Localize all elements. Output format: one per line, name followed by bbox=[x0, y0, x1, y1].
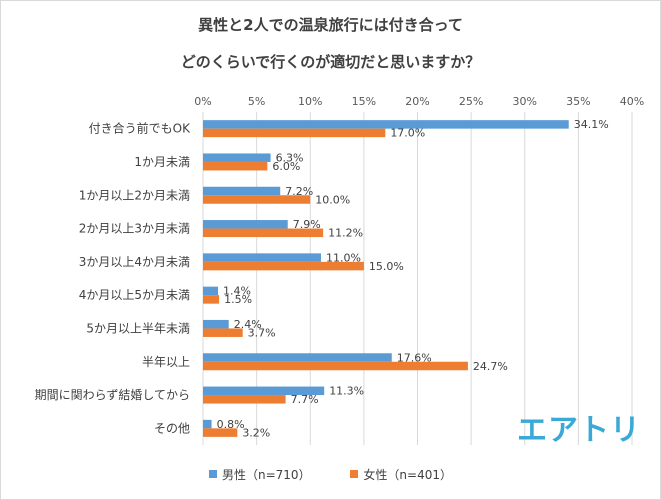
data-label-male: 11.0% bbox=[326, 251, 361, 264]
x-tick-label: 15% bbox=[352, 95, 376, 108]
data-label-male: 7.9% bbox=[293, 218, 321, 231]
legend-swatch-female bbox=[350, 470, 359, 478]
category-label: 1か月未満 bbox=[134, 155, 190, 169]
x-tick-label: 35% bbox=[566, 95, 590, 108]
x-tick-label: 10% bbox=[298, 95, 322, 108]
bar-male bbox=[203, 186, 281, 196]
data-label-male: 6.3% bbox=[276, 151, 304, 164]
category-label: 付き合う前でもOK bbox=[89, 121, 191, 136]
legend-swatch-male bbox=[209, 470, 217, 478]
data-label-male: 0.8% bbox=[217, 418, 245, 431]
data-label-male: 1.4% bbox=[223, 285, 251, 298]
bar-female bbox=[203, 328, 243, 337]
data-label-female: 11.2% bbox=[328, 227, 363, 240]
bar-male bbox=[203, 319, 229, 329]
data-label-female: 24.7% bbox=[473, 360, 508, 373]
x-tick-label: 30% bbox=[513, 95, 537, 108]
legend-item-female: 女性（n=401） bbox=[350, 466, 452, 483]
x-tick-label: 40% bbox=[620, 95, 644, 108]
bar-female bbox=[203, 395, 286, 404]
category-label: その他 bbox=[154, 421, 190, 435]
legend-label-female: 女性（n=401） bbox=[363, 468, 452, 482]
bar-female bbox=[203, 361, 468, 371]
data-label-female: 3.2% bbox=[242, 426, 270, 439]
legend-label-male: 男性（n=710） bbox=[222, 468, 311, 482]
bar-male bbox=[203, 120, 569, 129]
category-label: 3か月以上4か月未満 bbox=[79, 255, 190, 269]
category-label: 半年以上 bbox=[142, 355, 190, 369]
category-label: 1か月以上2か月未満 bbox=[79, 188, 190, 202]
category-label: 期間に関わらず結婚してから bbox=[35, 388, 190, 402]
bar-male bbox=[203, 353, 392, 362]
x-tick-label: 20% bbox=[405, 95, 429, 108]
category-label: 4か月以上5か月未満 bbox=[79, 288, 190, 302]
category-label: 5か月以上半年未満 bbox=[86, 321, 190, 335]
data-label-female: 17.0% bbox=[390, 127, 425, 140]
airtrip-logo: エアトリ bbox=[517, 413, 641, 448]
bar-male bbox=[203, 220, 288, 229]
data-label-female: 7.7% bbox=[291, 393, 319, 406]
x-tick-label: 25% bbox=[459, 95, 483, 108]
bar-female bbox=[203, 195, 311, 204]
bar-male bbox=[203, 253, 321, 262]
data-label-male: 2.4% bbox=[234, 318, 262, 331]
bar-female bbox=[203, 128, 386, 138]
chart-title-line2: どのくらいで行くのが適切だと思いますか？ bbox=[180, 53, 481, 71]
data-label-female: 3.7% bbox=[248, 326, 276, 339]
bar-female bbox=[203, 428, 238, 437]
chart-title-line1: 異性と2人での温泉旅行には付き合って bbox=[198, 16, 463, 34]
data-label-male: 34.1% bbox=[574, 118, 609, 131]
bar-male bbox=[203, 386, 325, 396]
legend-item-male: 男性（n=710） bbox=[209, 466, 311, 483]
data-label-male: 7.2% bbox=[285, 185, 313, 198]
data-label-male: 11.3% bbox=[329, 385, 364, 398]
data-label-female: 6.0% bbox=[272, 160, 300, 173]
x-tick-label: 5% bbox=[248, 95, 265, 108]
bar-female bbox=[203, 161, 268, 171]
data-label-male: 17.6% bbox=[397, 351, 432, 364]
data-label-female: 10.0% bbox=[315, 193, 350, 206]
bar-female bbox=[203, 261, 364, 271]
bar-male bbox=[203, 419, 212, 429]
bar-male bbox=[203, 286, 219, 296]
legend: 男性（n=710） 女性（n=401） bbox=[0, 466, 661, 483]
data-label-female: 1.5% bbox=[224, 293, 252, 306]
bar-male bbox=[203, 153, 271, 162]
data-label-female: 15.0% bbox=[369, 260, 404, 273]
bar-female bbox=[203, 295, 220, 304]
bar-female bbox=[203, 228, 324, 238]
category-label: 2か月以上3か月未満 bbox=[79, 222, 190, 236]
x-tick-label: 0% bbox=[194, 95, 211, 108]
